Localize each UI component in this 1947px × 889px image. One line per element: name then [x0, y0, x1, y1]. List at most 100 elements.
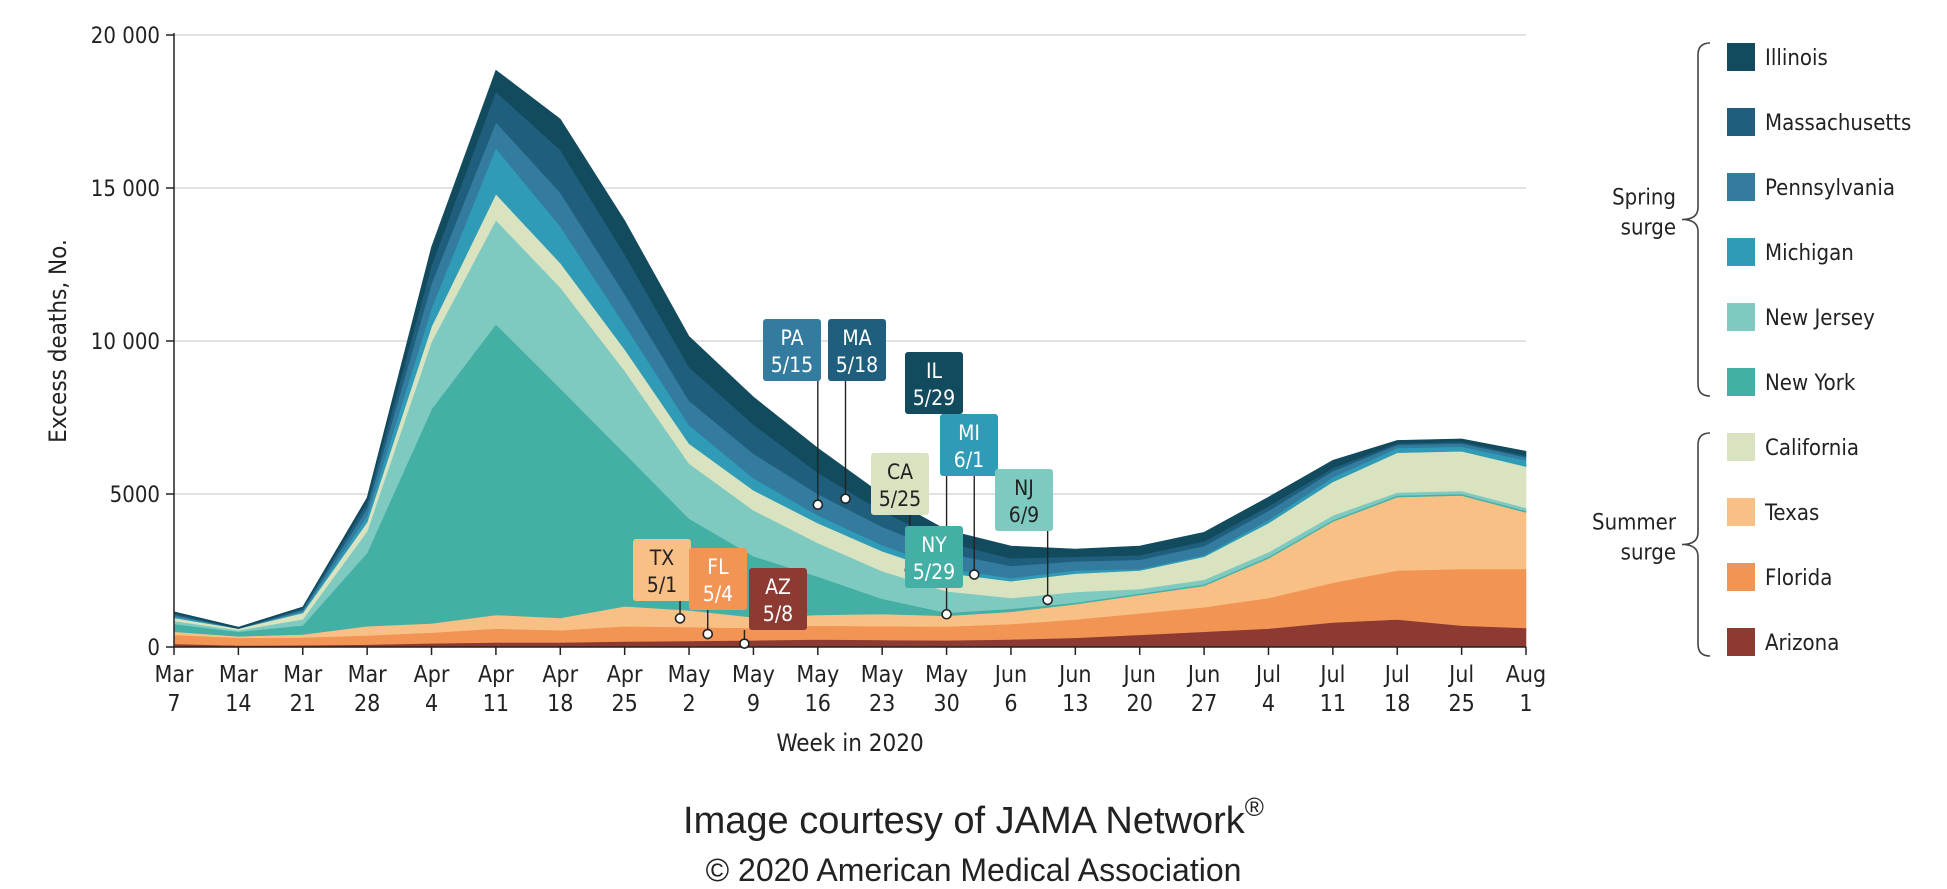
legend-label: Texas	[1764, 501, 1819, 526]
annotation-state: CA	[887, 460, 913, 484]
legend-group-brace: Summer surge	[1592, 432, 1711, 657]
annotation-marker	[1042, 594, 1053, 606]
x-tick-label-day: 27	[1191, 691, 1217, 717]
legend-swatch	[1727, 498, 1755, 526]
annotation-date: 5/29	[913, 560, 955, 584]
legend-swatch	[1727, 368, 1755, 396]
legend-group-label: surge	[1621, 541, 1676, 566]
annotation-date: 5/1	[647, 573, 677, 597]
legend-swatch	[1727, 108, 1755, 136]
annotation-marker	[702, 628, 714, 640]
x-tick-label-day: 7	[167, 691, 180, 717]
annotation-state: NY	[921, 533, 947, 557]
annotation-pa: PA 5/15	[763, 319, 824, 511]
legend-label: California	[1765, 436, 1859, 461]
annotation-state: NJ	[1014, 476, 1034, 500]
x-tick-label-day: 1	[1519, 691, 1532, 717]
annotation-date: 5/4	[703, 582, 733, 606]
annotation-tx: TX 5/1	[633, 539, 691, 624]
annotation-state: MI	[958, 421, 980, 445]
annotation-state: TX	[649, 546, 675, 570]
annotation-marker	[812, 499, 824, 511]
x-tick-label-day: 25	[612, 691, 638, 717]
annotation-date: 6/1	[954, 448, 984, 472]
x-tick-label-day: 30	[933, 691, 959, 717]
legend-label: New Jersey	[1765, 306, 1875, 331]
x-tick-label-month: Jul	[1318, 662, 1345, 688]
annotation-box	[828, 319, 886, 381]
legend-swatch	[1727, 303, 1755, 331]
legend-label: Pennsylvania	[1765, 176, 1895, 201]
x-tick-label-month: Jun	[1057, 662, 1091, 688]
annotation-date: 5/25	[879, 487, 921, 511]
registered-mark: ®	[1244, 792, 1264, 822]
annotation-state: AZ	[765, 575, 791, 599]
gridlines	[174, 34, 1526, 495]
x-tick-label-month: Mar	[283, 662, 323, 688]
x-tick-label-day: 18	[547, 691, 573, 717]
y-tick-label: 0	[147, 636, 160, 661]
x-tick-label-month: Jul	[1254, 662, 1281, 688]
x-tick-label-month: Jun	[1186, 662, 1220, 688]
legend-item-michigan: Michigan	[1727, 238, 1854, 266]
legend-item-florida: Florida	[1727, 563, 1832, 591]
state-annotations: PA 5/15 MA 5/18 IL 5/29 CA 5/25 MI 6/1 NJ 6/9 NY 5/29…	[633, 319, 1053, 649]
annotation-mi: MI 6/1	[940, 414, 998, 580]
x-tick-label-day: 4	[1262, 691, 1275, 717]
annotation-marker	[674, 613, 686, 624]
x-tick-label-month: Apr	[478, 662, 514, 688]
y-tick-label: 20 000	[91, 24, 160, 49]
x-tick-label-day: 21	[290, 691, 316, 717]
annotation-nj: NJ 6/9	[995, 469, 1053, 606]
annotation-state: PA	[781, 326, 804, 350]
annotation-box	[763, 319, 821, 381]
legend-item-illinois: Illinois	[1727, 43, 1828, 71]
annotation-marker	[941, 608, 952, 620]
legend-item-texas: Texas	[1727, 498, 1819, 526]
legend-swatch	[1727, 433, 1755, 461]
x-tick-label-month: May	[668, 662, 711, 688]
x-tick-label-month: Apr	[414, 662, 450, 688]
annotation-date: 5/8	[763, 602, 793, 626]
legend-swatch	[1727, 43, 1755, 71]
legend-label: Florida	[1765, 566, 1832, 591]
x-tick-label-day: 18	[1384, 691, 1410, 717]
x-tick-label-day: 13	[1062, 691, 1088, 717]
x-tick-label-month: Apr	[607, 662, 643, 688]
x-tick-label-month: Mar	[154, 662, 194, 688]
annotation-date: 5/18	[836, 353, 878, 377]
x-tick-label-day: 2	[682, 691, 695, 717]
x-tick-label-month: Aug	[1506, 662, 1546, 688]
legend-item-massachusetts: Massachusetts	[1727, 108, 1911, 136]
legend: Illinois Massachusetts Pennsylvania Michiga…	[1592, 42, 1911, 657]
annotation-marker	[739, 638, 750, 649]
annotation-date: 6/9	[1009, 503, 1039, 527]
x-tick-label-day: 20	[1127, 691, 1153, 717]
annotation-fl: FL 5/4	[689, 548, 747, 640]
annotation-box	[689, 548, 747, 610]
x-tick-label-day: 4	[425, 691, 438, 717]
legend-group-label: Summer	[1592, 511, 1677, 536]
annotation-marker	[968, 569, 980, 580]
legend-swatch	[1727, 238, 1755, 266]
x-tick-label-day: 11	[1320, 691, 1346, 717]
brace-path	[1681, 432, 1711, 657]
legend-group-brace: Spring surge	[1612, 42, 1711, 397]
legend-label: Massachusetts	[1765, 111, 1911, 136]
legend-item-pennsylvania: Pennsylvania	[1727, 173, 1895, 201]
x-tick-label-day: 16	[805, 691, 831, 717]
legend-group-label: surge	[1621, 216, 1676, 241]
x-tick-label-day: 6	[1004, 691, 1017, 717]
credit-text: Image courtesy of JAMA Network	[683, 800, 1245, 842]
x-tick-label-day: 23	[869, 691, 895, 717]
y-tick-label: 10 000	[91, 330, 160, 355]
legend-label: Illinois	[1765, 46, 1828, 71]
y-tick-label: 5000	[110, 483, 160, 508]
annotation-ny: NY 5/29	[905, 526, 963, 620]
x-tick-label-day: 25	[1448, 691, 1474, 717]
legend-swatch	[1727, 173, 1755, 201]
legend-label: Arizona	[1765, 631, 1839, 656]
x-tick-label-day: 14	[225, 691, 251, 717]
